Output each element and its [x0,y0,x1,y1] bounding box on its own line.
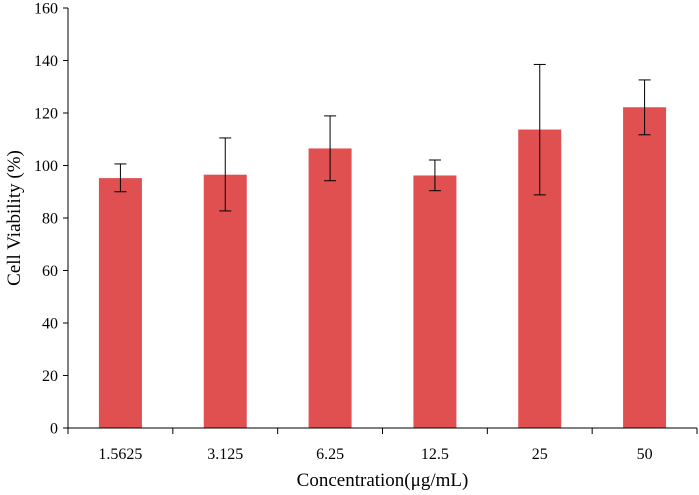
error-bar-25 [533,63,546,196]
y-tick-label: 20 [42,368,58,385]
y-tick-label: 160 [34,1,58,18]
error-bar-6.25 [324,115,337,182]
bar-1.5625 [98,178,142,428]
x-tick-label: 3.125 [207,446,243,463]
bar-12.5 [413,175,457,428]
y-tick-label: 60 [42,263,58,280]
y-tick-label: 120 [34,106,58,123]
bar-3.125 [203,174,247,428]
x-tick-label: 50 [637,446,653,463]
error-bars [114,63,651,212]
x-axis-title: Concentration(μg/mL) [297,470,469,491]
y-tick-label: 40 [42,316,58,333]
y-axis-ticks: 0 20 40 60 80 100 120 140 160 [34,1,68,438]
y-tick-label: 80 [42,211,58,228]
error-bar-12.5 [428,159,441,192]
error-bar-50 [638,79,651,136]
y-axis-title: Cell Viability (%) [4,150,25,286]
y-tick-label: 0 [50,421,58,438]
bars [98,107,667,428]
y-tick-label: 140 [34,53,58,70]
x-tick-label: 12.5 [421,446,449,463]
x-tick-label: 1.5625 [98,446,142,463]
x-tick-label: 25 [532,446,548,463]
error-bar-1.5625 [114,163,127,193]
bar-6.25 [308,148,352,428]
y-tick-label: 100 [34,158,58,175]
x-axis-ticks: 1.5625 3.125 6.25 12.5 25 50 [67,428,698,463]
error-bar-3.125 [219,137,232,212]
x-tick-label: 6.25 [316,446,344,463]
bar-50 [623,107,667,428]
